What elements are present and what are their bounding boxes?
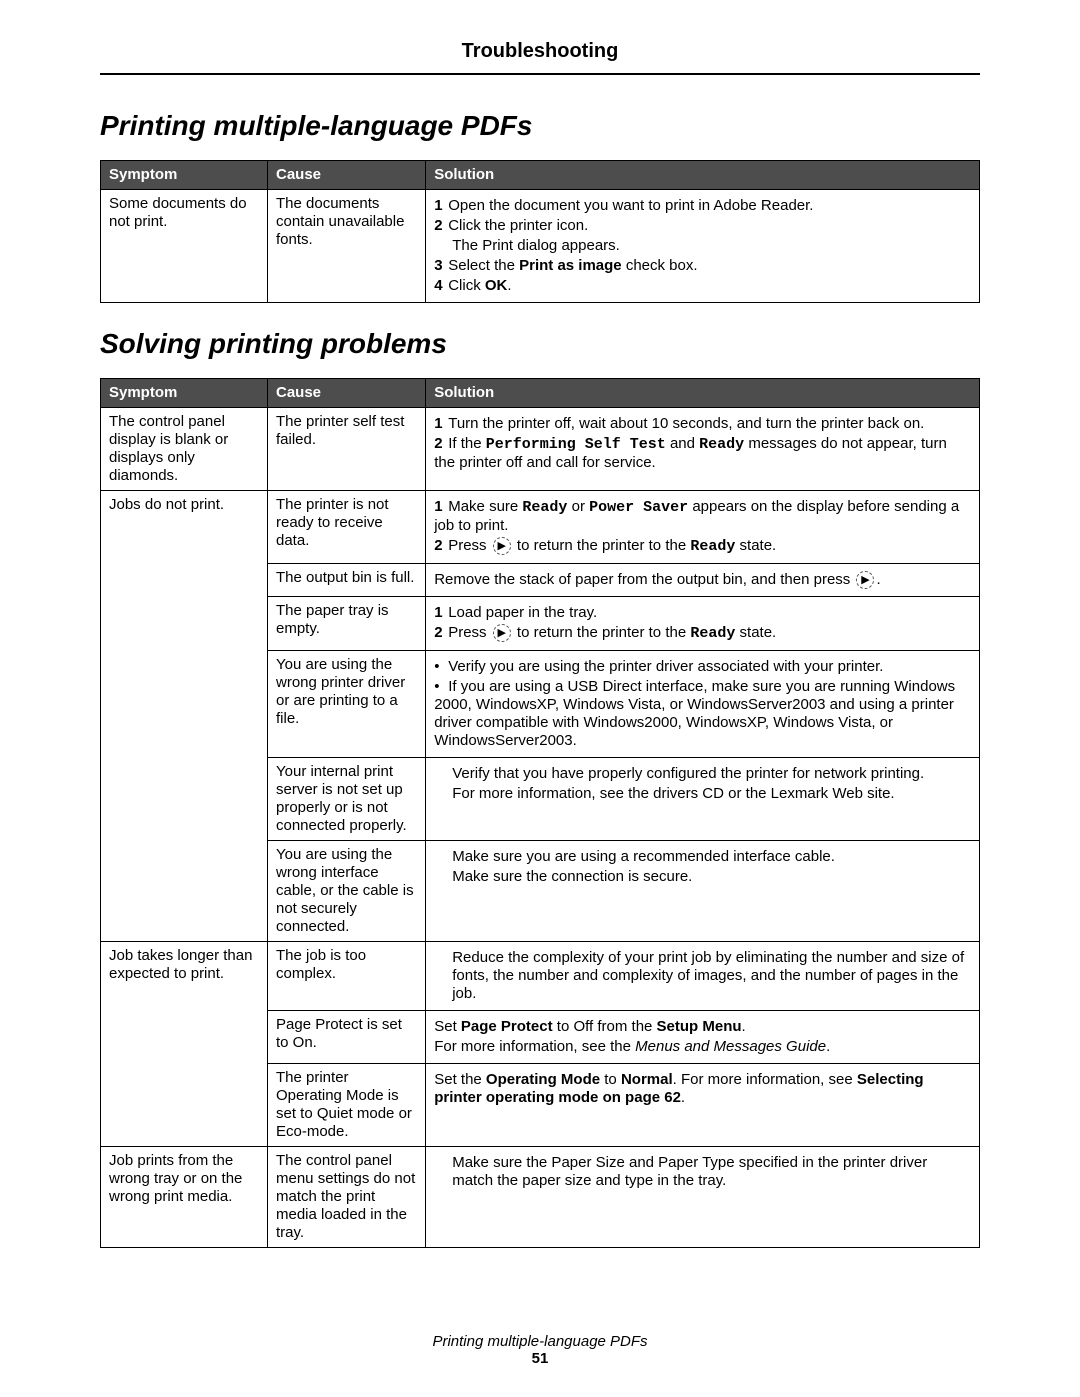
cell-cause: Page Protect is set to On.	[268, 1011, 426, 1064]
th-symptom: Symptom	[101, 379, 268, 408]
th-solution: Solution	[426, 161, 980, 190]
cell-solution: •Verify you are using the printer driver…	[426, 651, 980, 758]
go-button-icon: ▶	[493, 537, 511, 555]
page-container: Troubleshooting Printing multiple-langua…	[0, 0, 1080, 1397]
footer-page-number: 51	[532, 1350, 549, 1367]
cell-cause: The output bin is full.	[268, 564, 426, 597]
th-solution: Solution	[426, 379, 980, 408]
go-button-icon: ▶	[856, 571, 874, 589]
cell-cause: The printer is not ready to receive data…	[268, 491, 426, 564]
table-printing-problems: Symptom Cause Solution The control panel…	[100, 378, 980, 1248]
cell-solution: 1Make sure Ready or Power Saver appears …	[426, 491, 980, 564]
cell-solution: Set Page Protect to Off from the Setup M…	[426, 1011, 980, 1064]
cell-solution: Remove the stack of paper from the outpu…	[426, 564, 980, 597]
cell-cause: The control panel menu settings do not m…	[268, 1147, 426, 1248]
page-header: Troubleshooting	[100, 40, 980, 75]
cell-solution: 1Turn the printer off, wait about 10 sec…	[426, 408, 980, 491]
th-symptom: Symptom	[101, 161, 268, 190]
section-title-1: Printing multiple-language PDFs	[100, 110, 980, 142]
section-title-2: Solving printing problems	[100, 328, 980, 360]
table-row: Job prints from the wrong tray or on the…	[101, 1147, 980, 1248]
th-cause: Cause	[268, 379, 426, 408]
cell-solution: Make sure the Paper Size and Paper Type …	[426, 1147, 980, 1248]
cell-symptom: Jobs do not print.	[101, 491, 268, 942]
table-row: The control panel display is blank or di…	[101, 408, 980, 491]
cell-symptom: Some documents do not print.	[101, 190, 268, 303]
cell-cause: Your internal print server is not set up…	[268, 758, 426, 841]
cell-cause: The paper tray is empty.	[268, 597, 426, 651]
th-cause: Cause	[268, 161, 426, 190]
cell-solution: 1Open the document you want to print in …	[426, 190, 980, 303]
go-button-icon: ▶	[493, 624, 511, 642]
cell-solution: 1Load paper in the tray.2Press ▶ to retu…	[426, 597, 980, 651]
cell-symptom: The control panel display is blank or di…	[101, 408, 268, 491]
table-row: Job takes longer than expected to print.…	[101, 942, 980, 1011]
page-footer: Printing multiple-language PDFs 51	[100, 1333, 980, 1367]
footer-caption: Printing multiple-language PDFs	[432, 1333, 647, 1350]
cell-cause: The printer self test failed.	[268, 408, 426, 491]
cell-symptom: Job prints from the wrong tray or on the…	[101, 1147, 268, 1248]
table-row: Some documents do not print.The document…	[101, 190, 980, 303]
cell-symptom: Job takes longer than expected to print.	[101, 942, 268, 1147]
cell-cause: You are using the wrong printer driver o…	[268, 651, 426, 758]
table-row: Jobs do not print.The printer is not rea…	[101, 491, 980, 564]
cell-cause: You are using the wrong interface cable,…	[268, 841, 426, 942]
cell-cause: The documents contain unavailable fonts.	[268, 190, 426, 303]
cell-solution: Reduce the complexity of your print job …	[426, 942, 980, 1011]
table-multilang-pdf: Symptom Cause Solution Some documents do…	[100, 160, 980, 303]
cell-solution: Make sure you are using a recommended in…	[426, 841, 980, 942]
cell-cause: The job is too complex.	[268, 942, 426, 1011]
cell-cause: The printer Operating Mode is set to Qui…	[268, 1064, 426, 1147]
cell-solution: Set the Operating Mode to Normal. For mo…	[426, 1064, 980, 1147]
cell-solution: Verify that you have properly configured…	[426, 758, 980, 841]
